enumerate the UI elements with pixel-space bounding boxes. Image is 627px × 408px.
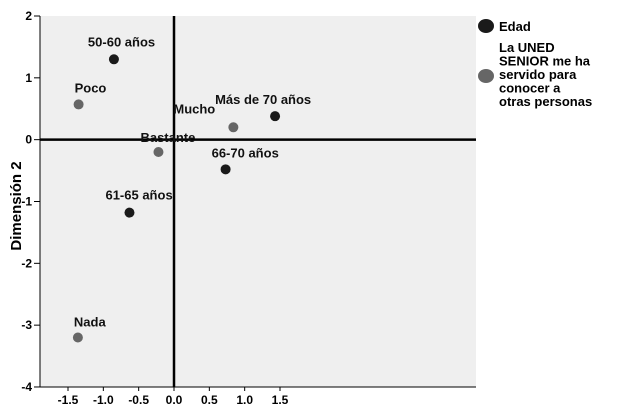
legend-marker: [478, 69, 494, 83]
data-point: [153, 147, 164, 158]
legend-label: otras personas: [499, 94, 592, 109]
x-tick-label: -1.0: [93, 393, 114, 407]
legend-label: servido para: [499, 67, 577, 82]
data-points: [72, 54, 281, 343]
axes: 2 1 0 -1 -2 -3 -4 -1.5 -1.0 -0.5 0.0 0.5 1.0 1.5: [21, 9, 476, 407]
data-point: [228, 122, 239, 133]
y-tick-label: -4: [21, 380, 32, 394]
point-label: 61-65 años: [105, 188, 172, 203]
data-point: [220, 164, 231, 175]
point-label: Poco: [75, 80, 107, 95]
point-label: Bastante: [140, 130, 195, 145]
point-label: 50-60 años: [88, 34, 155, 49]
zero-lines: [40, 16, 476, 387]
legend-label: conocer a: [499, 81, 561, 96]
x-tick-label: -1.5: [58, 393, 79, 407]
x-tick-label: 1.5: [272, 393, 289, 407]
legend-marker: [478, 19, 494, 33]
data-point: [124, 207, 135, 218]
point-label: Nada: [74, 315, 107, 330]
point-label: Más de 70 años: [215, 92, 311, 107]
data-point: [270, 111, 281, 122]
x-tick-label: 0.0: [166, 393, 183, 407]
x-tick-label: 1.0: [236, 393, 253, 407]
legend-label: SENIOR me ha: [499, 54, 591, 69]
data-point: [108, 54, 119, 65]
point-label: 66-70 años: [212, 145, 279, 160]
legend-label: Edad: [499, 19, 531, 34]
data-point: [73, 99, 84, 110]
y-tick-label: 2: [25, 9, 32, 23]
point-labels: 50-60 años Más de 70 años 66-70 años 61-65 …: [74, 34, 311, 329]
y-tick-label: 0: [25, 133, 32, 147]
y-tick-label: 1: [25, 71, 32, 85]
legend-label: La UNED: [499, 40, 555, 55]
x-tick-label: 0.5: [201, 393, 218, 407]
y-axis-label: Dimensión 2: [8, 161, 25, 250]
x-tick-label: -0.5: [128, 393, 149, 407]
data-point: [72, 332, 83, 343]
y-tick-label: -2: [21, 256, 32, 270]
point-label: Mucho: [173, 101, 215, 116]
y-tick-label: -1: [21, 194, 32, 208]
y-tick-label: -3: [21, 318, 32, 332]
plot-background: [40, 16, 476, 387]
